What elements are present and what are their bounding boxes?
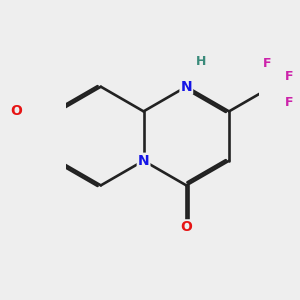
Text: F: F (285, 70, 293, 83)
Text: O: O (180, 220, 192, 234)
Text: N: N (138, 154, 149, 168)
Text: F: F (263, 57, 271, 70)
Text: O: O (10, 104, 22, 118)
Text: N: N (181, 80, 192, 94)
Text: H: H (196, 55, 206, 68)
Text: F: F (285, 96, 293, 109)
